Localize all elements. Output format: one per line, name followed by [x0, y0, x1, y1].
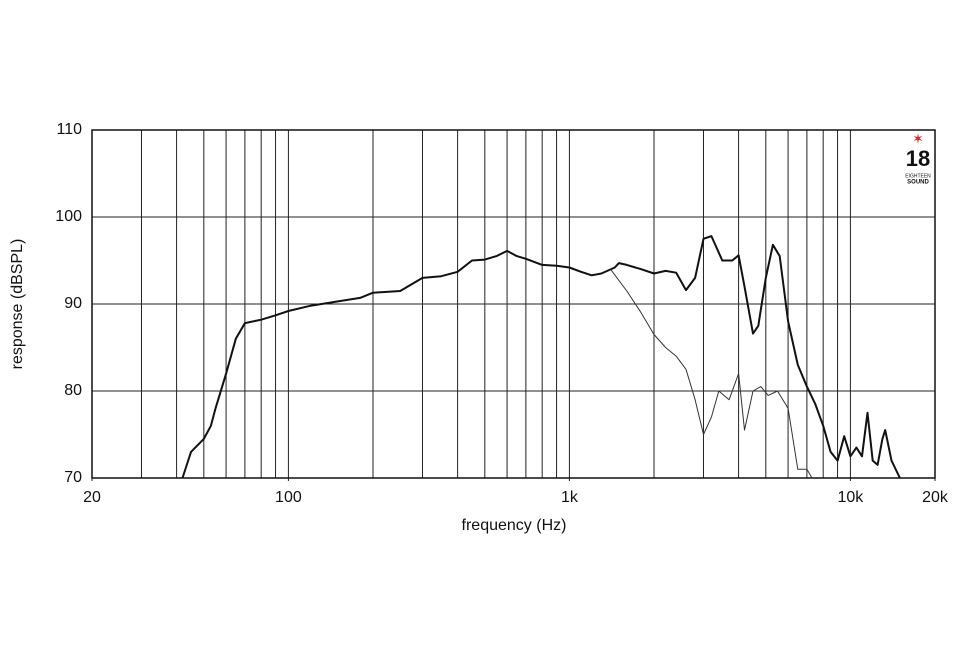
x-tick-label: 100 [275, 489, 302, 506]
x-tick-label: 1k [561, 489, 579, 506]
y-tick-label: 100 [55, 208, 82, 225]
logo: ✶ 18 EIGHTEEN SOUND [905, 131, 931, 186]
logo-text: EIGHTEEN [905, 173, 931, 179]
logo-star: ✶ [912, 131, 924, 147]
y-tick-label: 110 [56, 121, 82, 138]
logo-number: 18 [906, 146, 930, 171]
y-tick-label: 90 [64, 295, 82, 312]
series-line [610, 268, 813, 479]
y-tick-label: 80 [64, 382, 82, 399]
logo-text: SOUND [907, 180, 929, 186]
plot-frame [91, 129, 936, 479]
y-tick-label: 70 [64, 469, 82, 486]
y-axis-label: response (dBSPL) [9, 239, 26, 370]
x-axis-label: frequency (Hz) [462, 517, 567, 534]
x-tick-label: 20 [83, 489, 101, 506]
x-tick-label: 10k [838, 489, 865, 506]
x-tick-label: 20k [922, 489, 949, 506]
series-line [181, 235, 901, 479]
